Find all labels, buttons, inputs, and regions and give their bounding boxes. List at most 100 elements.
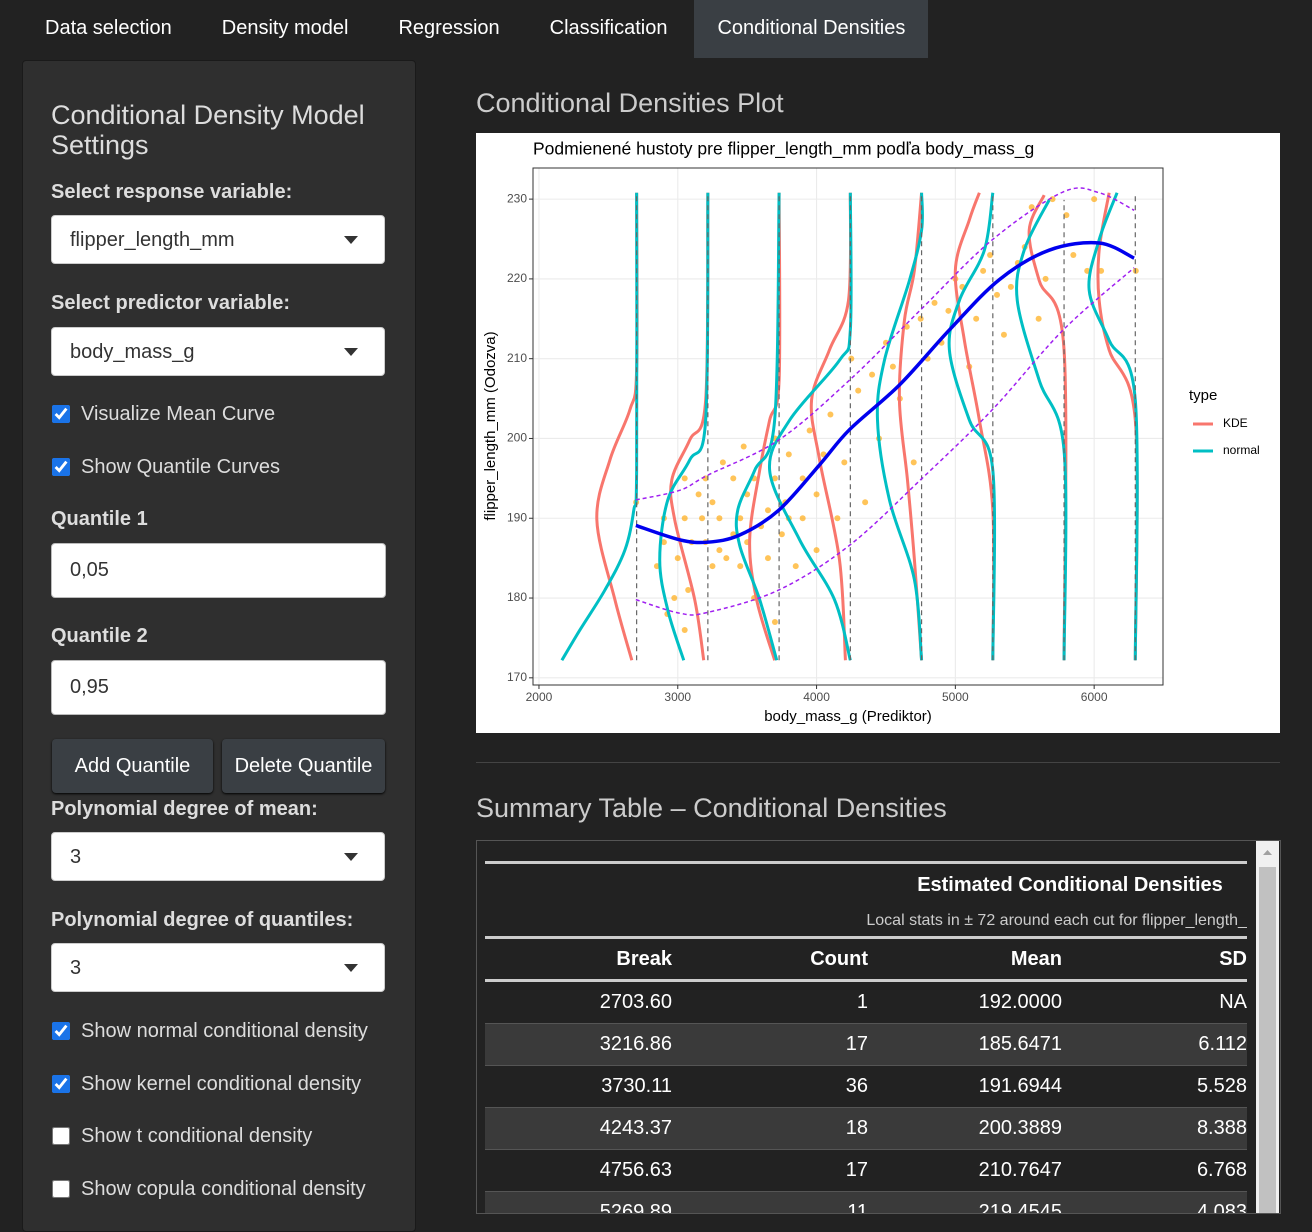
checkbox[interactable]: Show normal conditional density [51, 1018, 368, 1044]
scatter-point [699, 515, 706, 522]
table-cell: 4.083 [1062, 1191, 1247, 1213]
caret [344, 964, 358, 972]
y-tick-label: 230 [507, 191, 527, 205]
table-cell: 5269.89 [485, 1191, 672, 1213]
legend-title: type [1189, 387, 1217, 404]
scrollbar[interactable] [1256, 841, 1279, 1213]
table-cell: 17 [672, 1149, 868, 1192]
checkbox-input[interactable] [52, 405, 70, 423]
scroll-up-arrow[interactable] [1256, 841, 1279, 863]
scatter-point [771, 618, 778, 625]
select-value: 3 [70, 846, 82, 868]
checkbox[interactable]: Show Quantile Curves [51, 454, 280, 480]
caret [344, 236, 358, 244]
text-input[interactable]: 0,05 [51, 543, 386, 598]
scatter-point [980, 267, 987, 274]
quantile-curve [635, 267, 1135, 616]
checkbox-input[interactable] [52, 458, 70, 476]
checkbox-input[interactable] [52, 1075, 70, 1093]
table-row: 4243.37 18 200.3889 8.388 [485, 1107, 1247, 1150]
density-curve [560, 192, 639, 662]
x-tick-label: 2000 [526, 690, 553, 704]
legend-label: normal [1223, 443, 1260, 457]
table-cell: 3730.11 [485, 1065, 672, 1108]
checkbox-input[interactable] [52, 1022, 70, 1040]
scatter-point [993, 291, 1000, 298]
section-heading: Summary Table – Conditional Densities [476, 793, 947, 823]
checkbox-input[interactable] [52, 1127, 70, 1145]
y-tick-label: 170 [507, 670, 527, 684]
button[interactable]: Delete Quantile [222, 739, 385, 793]
scatter-point [660, 539, 667, 546]
button[interactable]: Add Quantile [52, 739, 213, 793]
scatter-point [931, 299, 938, 306]
scatter-point [841, 459, 848, 466]
scatter-point [671, 595, 678, 602]
scatter-point [1007, 283, 1014, 290]
scatter-point [740, 443, 747, 450]
tab[interactable]: Density model [221, 17, 349, 39]
scatter-point [855, 387, 862, 394]
density-curve [748, 192, 782, 661]
density-curve [658, 192, 710, 661]
table-cell: 219.4545 [868, 1191, 1062, 1213]
table-row: 5269.89 11 219.4545 4.083 [485, 1191, 1247, 1213]
scatter-point [987, 251, 994, 258]
select[interactable]: 3 [51, 832, 385, 881]
tab[interactable]: Classification [549, 17, 668, 39]
input-label: Quantile 2 [51, 625, 148, 647]
checkbox[interactable]: Show copula conditional density [51, 1176, 366, 1202]
scatter-point [1070, 251, 1077, 258]
table-cell: 8.388 [1062, 1107, 1247, 1150]
select-label: Polynomial degree of mean: [51, 798, 318, 820]
checkbox-label: Show copula conditional density [81, 1177, 366, 1200]
scatter-point [709, 563, 716, 570]
scatter-point [681, 475, 688, 482]
density-curve [897, 192, 924, 661]
scatter-point [1000, 331, 1007, 338]
chart-title: Podmienené hustoty pre flipper_length_mm… [533, 139, 1034, 160]
scatter-point [806, 427, 813, 434]
table-cell: 18 [672, 1107, 868, 1150]
tab[interactable]: Regression [398, 17, 500, 39]
scatter-point [1091, 196, 1098, 203]
select-label: Select predictor variable: [51, 292, 290, 314]
scroll-thumb[interactable] [1259, 867, 1276, 1213]
chart: Podmienené hustoty pre flipper_length_mm… [482, 139, 1260, 725]
tab[interactable]: Conditional Densities [694, 0, 929, 58]
text-input[interactable]: 0,95 [51, 660, 386, 715]
checkbox[interactable]: Show kernel conditional density [51, 1071, 361, 1097]
table-viewport: Estimated Conditional Densities Local st… [485, 861, 1247, 1213]
checkbox-input[interactable] [52, 1180, 70, 1198]
column-header: Count [672, 936, 868, 982]
scatter-point [674, 555, 681, 562]
table-row: 2703.60 1 192.0000 NA [485, 980, 1247, 1024]
checkbox-label: Show t conditional density [81, 1124, 313, 1147]
scatter-point [723, 555, 730, 562]
scatter-point [848, 355, 855, 362]
checkbox[interactable]: Visualize Mean Curve [51, 401, 275, 427]
scatter-point [862, 499, 869, 506]
checkbox[interactable]: Show t conditional density [51, 1123, 312, 1149]
scatter-point [737, 563, 744, 570]
select[interactable]: body_mass_g [51, 327, 385, 376]
select-value: body_mass_g [70, 341, 195, 363]
input-label: Quantile 1 [51, 508, 148, 530]
scatter-point [813, 547, 820, 554]
table-cell: 6.112 [1062, 1023, 1247, 1066]
scatter-point [716, 515, 723, 522]
scatter-point [771, 475, 778, 482]
table-cell: 17 [672, 1023, 868, 1066]
select[interactable]: 3 [51, 943, 385, 992]
column-header: Mean [868, 936, 1062, 982]
scatter-point [1098, 267, 1105, 274]
scatter-point [1063, 212, 1070, 219]
table-cell: 5.528 [1062, 1065, 1247, 1108]
checkbox-label: Show kernel conditional density [81, 1072, 362, 1095]
select[interactable]: flipper_length_mm [51, 215, 385, 264]
x-tick-label: 6000 [1081, 690, 1108, 704]
scatter-point [681, 626, 688, 633]
tab[interactable]: Data selection [45, 17, 172, 39]
scatter-point [719, 459, 726, 466]
